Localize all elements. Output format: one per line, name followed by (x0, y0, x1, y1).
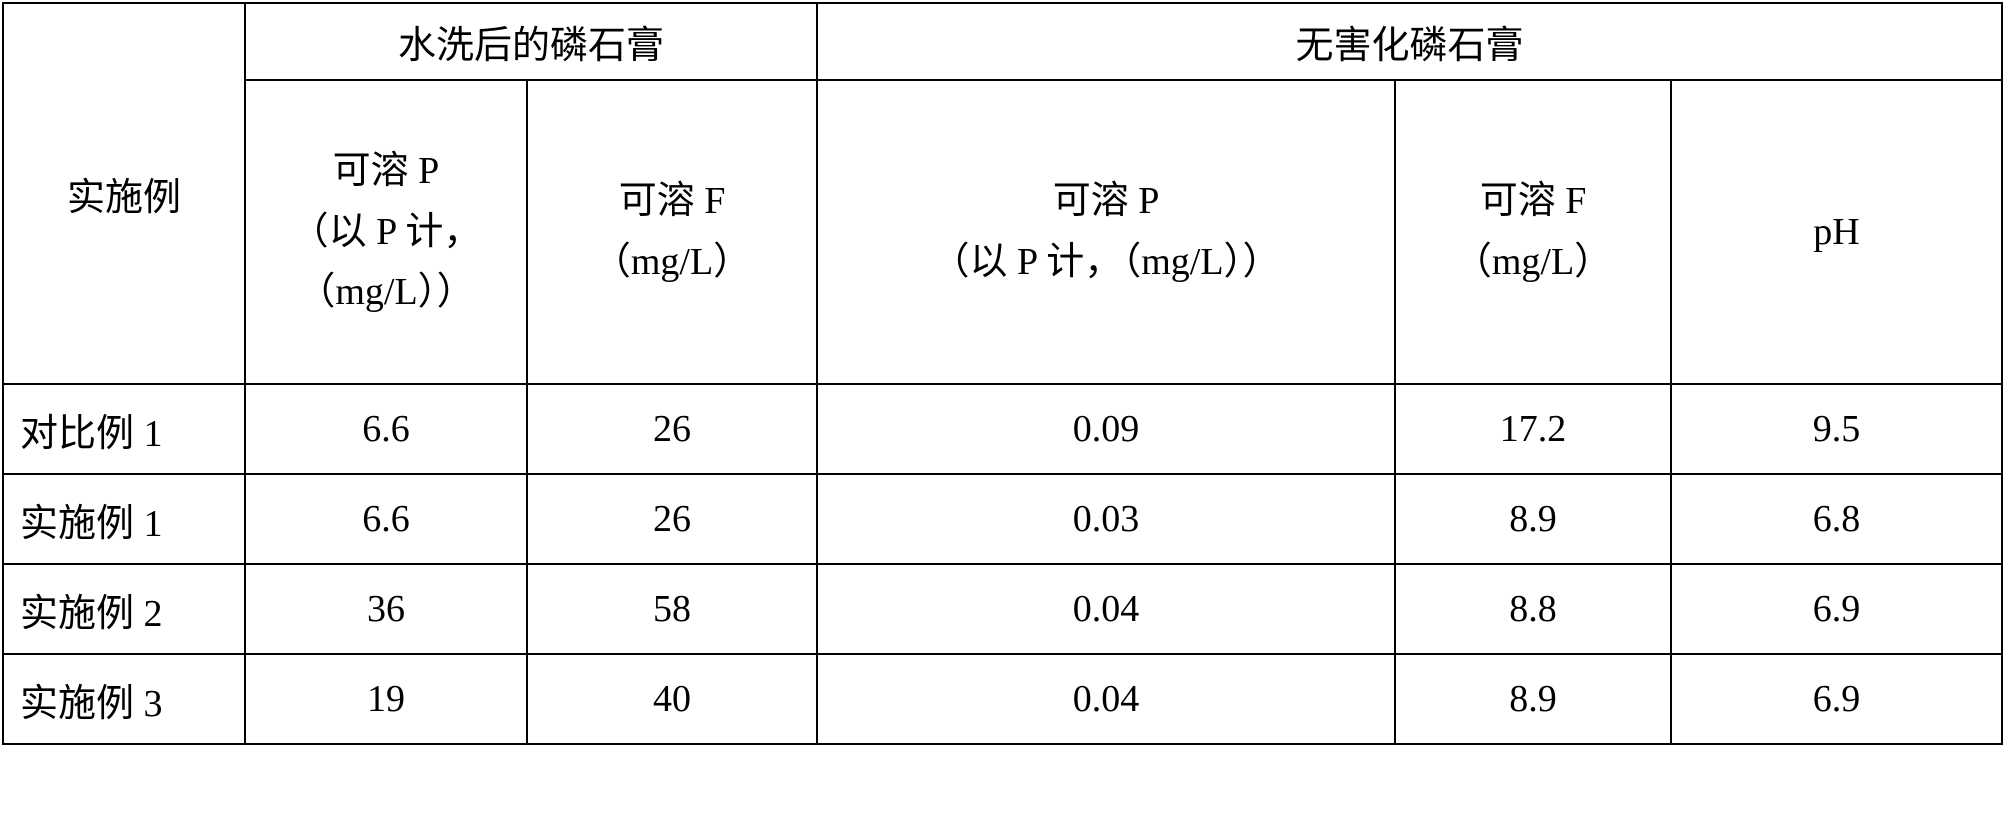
row-label: 实施例 2 (3, 564, 245, 654)
cell-c2: 40 (527, 654, 817, 744)
cell-c1: 6.6 (245, 474, 527, 564)
cell-c3: 0.04 (817, 654, 1395, 744)
cell-c4: 8.8 (1395, 564, 1671, 654)
cell-c5: 6.9 (1671, 564, 2002, 654)
header-row-label: 实施例 (3, 3, 245, 384)
cell-c3: 0.09 (817, 384, 1395, 474)
cell-c3: 0.03 (817, 474, 1395, 564)
table-row: 实施例 3 19 40 0.04 8.9 6.9 (3, 654, 2002, 744)
header-group-harmless: 无害化磷石膏 (817, 3, 2002, 80)
cell-c5: 6.9 (1671, 654, 2002, 744)
cell-c2: 26 (527, 384, 817, 474)
data-table: 实施例 水洗后的磷石膏 无害化磷石膏 可溶 P（以 P 计，（mg/L）） 可溶… (2, 2, 2003, 745)
cell-c4: 8.9 (1395, 474, 1671, 564)
cell-c4: 8.9 (1395, 654, 1671, 744)
row-label: 对比例 1 (3, 384, 245, 474)
header-col4: 可溶 F（mg/L） (1395, 80, 1671, 384)
header-col2: 可溶 F（mg/L） (527, 80, 817, 384)
cell-c5: 9.5 (1671, 384, 2002, 474)
table-row: 实施例 1 6.6 26 0.03 8.9 6.8 (3, 474, 2002, 564)
cell-c1: 36 (245, 564, 527, 654)
cell-c2: 58 (527, 564, 817, 654)
header-group-washed: 水洗后的磷石膏 (245, 3, 817, 80)
cell-c4: 17.2 (1395, 384, 1671, 474)
row-label: 实施例 1 (3, 474, 245, 564)
cell-c3: 0.04 (817, 564, 1395, 654)
row-label: 实施例 3 (3, 654, 245, 744)
cell-c1: 19 (245, 654, 527, 744)
header-col5: pH (1671, 80, 2002, 384)
table-row: 实施例 2 36 58 0.04 8.8 6.9 (3, 564, 2002, 654)
cell-c2: 26 (527, 474, 817, 564)
table-row: 对比例 1 6.6 26 0.09 17.2 9.5 (3, 384, 2002, 474)
header-col1: 可溶 P（以 P 计，（mg/L）） (245, 80, 527, 384)
cell-c1: 6.6 (245, 384, 527, 474)
cell-c5: 6.8 (1671, 474, 2002, 564)
header-col3: 可溶 P（以 P 计，（mg/L）） (817, 80, 1395, 384)
